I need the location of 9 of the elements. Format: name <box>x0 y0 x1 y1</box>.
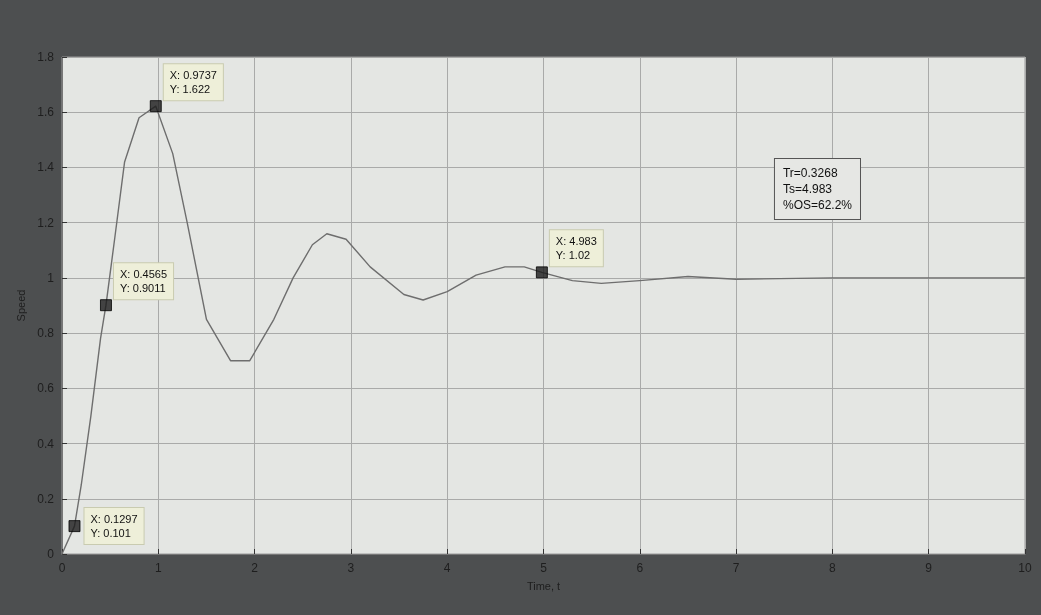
point <box>535 266 548 279</box>
point <box>149 100 162 113</box>
annotation: X: 0.4565 Y: 0.9011 <box>119 268 168 295</box>
annotation: X: 0.1297 Y: 0.101 <box>90 513 138 540</box>
point <box>68 520 81 533</box>
annotation: X: 4.983 Y: 1.02 <box>555 235 597 262</box>
annotation: Tr=0.3268 Ts=4.983 %OS=62.2% <box>782 166 853 212</box>
annotation: X: 0.9737 Y: 1.622 <box>169 69 217 96</box>
point <box>99 299 112 312</box>
